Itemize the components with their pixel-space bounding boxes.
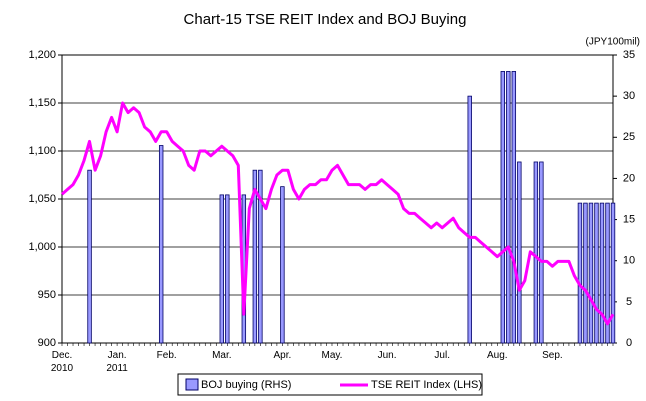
bar xyxy=(467,95,472,344)
y2-tick-label: 30 xyxy=(623,90,635,102)
x-tick-label: Jul. xyxy=(434,350,450,361)
chart-title: Chart-15 TSE REIT Index and BOJ Buying xyxy=(184,11,467,28)
bar xyxy=(599,202,605,344)
bar xyxy=(583,202,588,344)
y2-tick-label: 25 xyxy=(623,131,635,143)
bar xyxy=(605,202,610,344)
legend-swatch xyxy=(185,378,199,391)
y-tick-label: 950 xyxy=(38,289,56,301)
y-tick-label: 1,200 xyxy=(28,49,56,61)
bar xyxy=(610,202,616,344)
x-tick-label: Jan. 2011 xyxy=(106,350,128,374)
legend-label: BOJ buying (RHS) xyxy=(201,379,291,391)
x-tick-label: Apr. xyxy=(274,350,292,361)
bar xyxy=(517,161,522,344)
bar xyxy=(506,71,511,344)
bar xyxy=(533,161,539,344)
y2-tick-label: 15 xyxy=(623,213,635,225)
y-tick-label: 1,000 xyxy=(28,241,56,253)
bar xyxy=(87,169,92,344)
x-tick-label: Dec. 2010 xyxy=(51,350,74,374)
x-tick-label: Jun. xyxy=(378,350,397,361)
x-tick-label: Sep. xyxy=(542,350,563,361)
bar xyxy=(158,145,164,344)
y2-tick-label: 10 xyxy=(623,255,635,267)
bar xyxy=(539,161,544,344)
bar xyxy=(219,194,224,344)
bar xyxy=(500,71,505,344)
y2-tick-label: 35 xyxy=(623,49,635,61)
y2-unit: (JPY100mil) xyxy=(586,37,640,48)
x-tick-label: Mar. xyxy=(212,350,231,361)
x-tick-label: May. xyxy=(322,350,343,361)
x-tick-label: Aug. xyxy=(487,350,508,361)
y-tick-label: 1,150 xyxy=(28,97,56,109)
bar xyxy=(225,194,230,344)
y-tick-label: 1,100 xyxy=(28,145,56,157)
legend-box xyxy=(177,373,483,396)
bar xyxy=(280,186,285,344)
y2-tick-label: 5 xyxy=(626,296,632,308)
legend-label: TSE REIT Index (LHS) xyxy=(371,379,482,391)
bar xyxy=(588,202,594,344)
bar xyxy=(258,169,263,344)
y2-tick-label: 20 xyxy=(623,172,635,184)
legend: BOJ buying (RHS) TSE REIT Index (LHS) xyxy=(177,373,483,396)
x-tick-label: Feb. xyxy=(157,350,177,361)
bar xyxy=(511,71,517,344)
y-tick-label: 1,050 xyxy=(28,193,56,205)
y2-tick-label: 0 xyxy=(626,337,632,349)
line xyxy=(61,101,615,326)
bar xyxy=(252,169,258,344)
bar xyxy=(577,202,583,344)
bar xyxy=(594,202,599,344)
y-tick-label: 900 xyxy=(38,337,56,349)
